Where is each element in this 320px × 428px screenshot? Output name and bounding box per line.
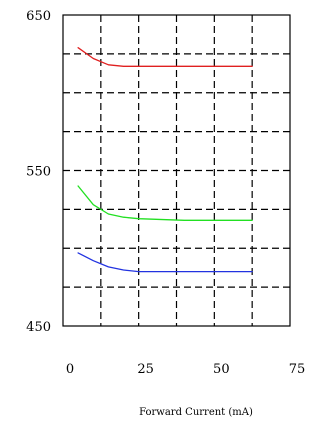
y-tick-labels: 450 550 650 xyxy=(26,9,51,335)
x-axis-title: Forward Current (mA) xyxy=(139,407,253,418)
grid xyxy=(63,15,290,326)
series-line-2 xyxy=(77,252,253,273)
x-tick-label-3: 75 xyxy=(289,362,306,377)
series-line-1 xyxy=(77,185,253,221)
plot-frame xyxy=(62,14,291,327)
x-tick-label-2: 50 xyxy=(213,362,230,377)
x-tick-label-1: 25 xyxy=(137,362,154,377)
y-tick-label-1: 550 xyxy=(26,165,51,180)
series-line-0 xyxy=(77,47,253,67)
y-tick-label-0: 450 xyxy=(26,320,51,335)
y-tick-label-2: 650 xyxy=(26,9,51,24)
x-tick-label-0: 0 xyxy=(66,362,74,377)
series-layer xyxy=(77,47,253,273)
x-tick-labels: 0 25 50 75 xyxy=(66,362,305,377)
